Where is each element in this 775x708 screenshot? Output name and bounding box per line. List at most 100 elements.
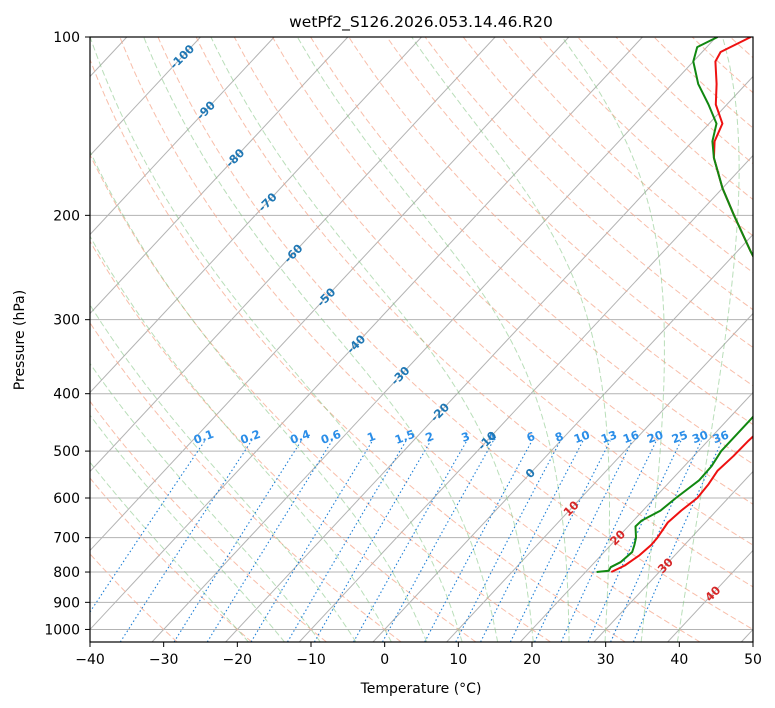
dry-adiabat-line bbox=[577, 37, 753, 201]
dry-adiabat-line bbox=[90, 477, 253, 642]
isotherm-line bbox=[90, 37, 275, 236]
y-tick-label: 900 bbox=[53, 595, 80, 611]
mixing-ratio-line bbox=[509, 440, 611, 642]
isotherm-line bbox=[151, 37, 717, 642]
mixing-ratio-label: 25 bbox=[670, 428, 690, 447]
y-tick-label: 800 bbox=[53, 565, 80, 581]
mixing-ratio-line bbox=[173, 440, 302, 642]
mixing-ratio-label: 30 bbox=[690, 428, 710, 447]
mixing-ratio-label: 0.2 bbox=[238, 427, 262, 447]
dry-adiabat-line bbox=[90, 240, 477, 642]
dry-adiabat-line bbox=[615, 37, 753, 165]
x-tick-label: 40 bbox=[670, 652, 688, 668]
isotherm-line bbox=[225, 75, 753, 642]
mixing-ratio-label: 20 bbox=[645, 428, 665, 447]
x-tick-label: −20 bbox=[223, 652, 253, 668]
dry-adiabat-line bbox=[539, 37, 753, 237]
series-layer bbox=[596, 37, 753, 573]
dry-adiabat-line bbox=[233, 37, 753, 546]
mixing-ratio-line bbox=[250, 440, 374, 642]
dry-adiabat-line bbox=[272, 37, 753, 505]
isotherm-line bbox=[372, 233, 753, 642]
moist-adiabat-line bbox=[90, 235, 392, 642]
x-tick-label: 0 bbox=[380, 652, 389, 668]
x-tick-label: 50 bbox=[744, 652, 762, 668]
mixing-ratio-label: 2 bbox=[423, 429, 435, 445]
dry-adiabat-line bbox=[769, 37, 775, 642]
mixing-ratio-label: 8 bbox=[553, 429, 565, 445]
mixing-ratio-line bbox=[313, 440, 432, 642]
isotherm-line bbox=[298, 154, 753, 642]
x-tick-label: 30 bbox=[597, 652, 615, 668]
dry-adiabat-line bbox=[157, 37, 753, 631]
mixing-ratio-label: 3 bbox=[459, 429, 471, 445]
mixing-ratio-label: 1 bbox=[365, 429, 377, 445]
dry-adiabat-line bbox=[119, 37, 701, 642]
isotherm-line bbox=[90, 37, 349, 315]
moist-adiabat-line bbox=[676, 37, 740, 642]
axes: −40 −30 −20 −10 0 10 20 30 40 5010020030040050060… bbox=[44, 30, 762, 668]
mixing-ratio-label: 16 bbox=[621, 428, 641, 447]
isotherm-line bbox=[90, 37, 496, 473]
mixing-ratio-line bbox=[610, 440, 702, 642]
moist-adiabat-line bbox=[90, 362, 321, 642]
isotherm-line bbox=[446, 312, 753, 642]
x-tick-label: 20 bbox=[523, 652, 541, 668]
isotherm-line bbox=[90, 37, 643, 631]
moist-adiabat-line bbox=[90, 414, 286, 642]
y-tick-label: 400 bbox=[53, 387, 80, 403]
y-tick-label: 300 bbox=[53, 313, 80, 329]
mixing-ratio-line bbox=[632, 440, 723, 642]
dry-adiabat-line bbox=[90, 321, 402, 642]
x-tick-label: −10 bbox=[296, 652, 326, 668]
mixing-ratio-line bbox=[587, 440, 682, 642]
x-tick-label: −40 bbox=[75, 652, 105, 668]
mixing-ratio-line bbox=[382, 440, 494, 642]
y-tick-label: 100 bbox=[53, 30, 80, 46]
isotherm-line bbox=[90, 37, 201, 157]
moist-adiabat-line bbox=[90, 150, 428, 642]
dry-adiabat-line bbox=[310, 37, 753, 465]
mixing-ratio-line bbox=[455, 440, 561, 642]
isotherm-line bbox=[740, 628, 753, 642]
plot-frame bbox=[89, 36, 754, 643]
moist-adiabat-line bbox=[90, 304, 357, 642]
isotherm-label: -100 bbox=[167, 42, 197, 72]
temperature-line bbox=[610, 37, 753, 573]
mixing-ratio-label: 0.4 bbox=[288, 427, 312, 447]
mixing-ratio-line bbox=[353, 440, 468, 642]
mixing-ratio-label: 0.6 bbox=[319, 427, 343, 447]
chart-title: wetPf2_S126.2026.053.14.46.R20 bbox=[289, 13, 553, 32]
dewpoint-line bbox=[596, 37, 753, 573]
mixing-ratio-label: 0.1 bbox=[192, 427, 216, 447]
dry-adiabat-line bbox=[653, 37, 753, 129]
moist-adiabat-line bbox=[90, 37, 463, 642]
isotherm-line bbox=[519, 391, 753, 642]
moist-adiabat-line bbox=[561, 37, 665, 642]
grid-layer bbox=[90, 37, 775, 642]
isopleth-labels: 0.1 0.2 0.4 0.6 1 1.5 2 3 4 6 8 10 13 16 20 25 30 36-100-… bbox=[167, 42, 731, 605]
mixing-ratio-label: 36 bbox=[711, 428, 731, 447]
moist-adiabat-line bbox=[90, 461, 250, 642]
dry-adiabat-line bbox=[424, 37, 753, 349]
moist-adiabat-line bbox=[143, 37, 499, 642]
x-axis-label: Temperature (°C) bbox=[360, 681, 482, 697]
mixing-ratio-label: 13 bbox=[599, 428, 619, 447]
dry-adiabat-line bbox=[386, 37, 753, 387]
mixing-ratio-label: 10 bbox=[572, 428, 592, 447]
y-tick-label: 1000 bbox=[44, 622, 80, 638]
isotherm-line bbox=[90, 37, 422, 394]
y-tick-label: 200 bbox=[53, 208, 80, 224]
mixing-ratio-label: 6 bbox=[525, 429, 537, 445]
y-tick-label: 700 bbox=[53, 531, 80, 547]
mixing-ratio-line bbox=[119, 440, 253, 642]
y-tick-label: 500 bbox=[53, 444, 80, 460]
dry-adiabat-line bbox=[348, 37, 753, 426]
y-axis-label: Pressure (hPa) bbox=[12, 290, 28, 390]
isotherm-line bbox=[593, 470, 753, 642]
moist-adiabat-line bbox=[210, 37, 534, 642]
y-tick-label: 600 bbox=[53, 491, 80, 507]
mixing-ratio-label: 1.5 bbox=[393, 427, 417, 447]
x-tick-label: 10 bbox=[449, 652, 467, 668]
